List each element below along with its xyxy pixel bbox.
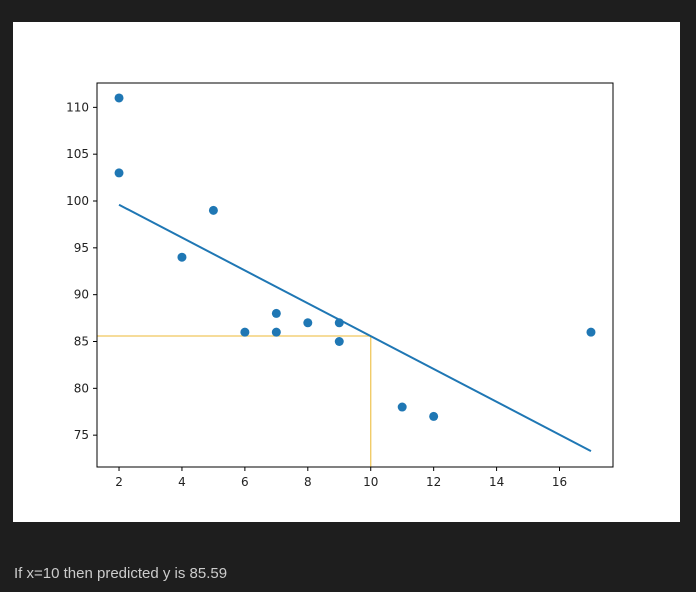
y-tick-label: 85 [74, 334, 89, 348]
data-point [208, 205, 218, 215]
x-tick-label: 12 [426, 475, 441, 489]
y-tick-label: 95 [74, 241, 89, 255]
data-point [177, 252, 187, 262]
x-tick-label: 8 [304, 475, 312, 489]
x-tick-label: 2 [115, 475, 123, 489]
y-tick-label: 105 [66, 147, 89, 161]
regression-line [118, 203, 592, 452]
data-point [586, 327, 596, 337]
y-tick-label: 80 [74, 381, 89, 395]
y-tick-label: 110 [66, 100, 89, 114]
x-tick-label: 16 [552, 475, 567, 489]
data-point [114, 168, 124, 178]
data-point [397, 402, 407, 412]
y-tick-label: 100 [66, 194, 89, 208]
prediction-output-text: If x=10 then predicted y is 85.59 [14, 565, 228, 582]
data-point [114, 93, 124, 103]
x-tick-label: 4 [178, 475, 186, 489]
data-point [303, 318, 313, 328]
y-tick-label: 75 [74, 428, 89, 442]
data-point [334, 336, 344, 346]
data-point [240, 327, 250, 337]
x-tick-label: 6 [241, 475, 249, 489]
data-point [271, 308, 281, 318]
y-tick-label: 90 [74, 288, 89, 302]
plot-output-area: 2 4 6 8 10 12 14 16 75 80 85 90 95 100 105 110 [13, 22, 680, 522]
scatter-regression-chart: 2 4 6 8 10 12 14 16 75 80 85 90 95 100 105 110 [66, 82, 614, 489]
data-point [271, 327, 281, 337]
x-tick-label: 10 [363, 475, 378, 489]
x-tick-label: 14 [489, 475, 504, 489]
data-point [429, 411, 439, 421]
plot-frame [96, 82, 614, 468]
